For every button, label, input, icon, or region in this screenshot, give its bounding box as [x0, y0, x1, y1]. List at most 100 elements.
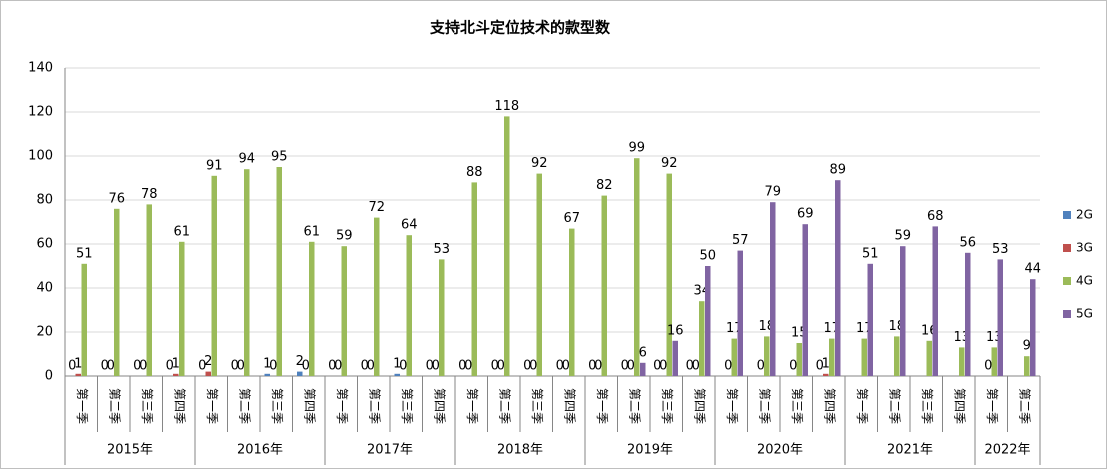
x-tick-label: 第三季 — [790, 388, 804, 424]
y-tick-label: 60 — [36, 237, 53, 252]
bar — [829, 338, 835, 376]
bar — [666, 173, 672, 376]
x-tick-label: 第二季 — [237, 388, 251, 424]
data-label: 0 — [101, 359, 109, 374]
y-tick-label: 20 — [36, 325, 53, 340]
x-tick-label: 第一季 — [855, 388, 869, 424]
bar — [823, 373, 829, 376]
data-label: 0 — [237, 359, 245, 374]
x-tick-label: 第二季 — [757, 388, 771, 424]
data-label: 1 — [393, 356, 401, 371]
bar — [211, 175, 217, 376]
data-label: 53 — [433, 242, 450, 257]
bar — [146, 204, 152, 376]
x-tick-label: 第三季 — [920, 388, 934, 424]
bar — [1030, 279, 1036, 376]
x-tick-label: 第三季 — [140, 388, 154, 424]
data-label: 61 — [303, 224, 320, 239]
data-label: 0 — [816, 359, 824, 374]
data-label: 67 — [563, 211, 580, 226]
bar — [471, 182, 477, 376]
legend-label: 3G — [1076, 241, 1093, 255]
group-label: 2020年 — [757, 443, 803, 458]
bar — [276, 167, 282, 376]
data-label: 0 — [458, 359, 466, 374]
data-label: 0 — [627, 359, 635, 374]
bar — [264, 373, 270, 376]
group-label: 2019年 — [627, 443, 673, 458]
y-tick-label: 140 — [28, 61, 53, 76]
x-tick-label: 第二季 — [887, 388, 901, 424]
x-tick-label: 第一季 — [985, 388, 999, 424]
data-label: 57 — [732, 233, 749, 248]
bar — [569, 228, 575, 376]
data-label: 92 — [531, 156, 548, 171]
data-label: 78 — [141, 187, 158, 202]
bar — [297, 371, 303, 376]
data-label: 0 — [107, 359, 115, 374]
x-tick-label: 第三季 — [660, 388, 674, 424]
bar — [705, 266, 711, 376]
bar — [672, 340, 678, 376]
bar — [764, 336, 770, 376]
group-label: 2016年 — [237, 443, 283, 458]
y-tick-label: 120 — [28, 105, 53, 120]
data-label: 0 — [269, 359, 277, 374]
y-tick-label: 100 — [28, 149, 53, 164]
bar — [179, 241, 185, 376]
bar — [173, 373, 179, 376]
chart-title: 支持北斗定位技术的款型数 — [429, 19, 611, 37]
bar — [867, 263, 873, 376]
data-label: 0 — [166, 359, 174, 374]
data-label: 0 — [198, 359, 206, 374]
data-label: 0 — [231, 359, 239, 374]
group-label: 2017年 — [367, 443, 413, 458]
data-label: 1 — [263, 356, 271, 371]
data-label: 9 — [1023, 339, 1031, 354]
legend-swatch — [1063, 211, 1071, 219]
bar — [634, 158, 640, 376]
data-label: 56 — [959, 235, 976, 250]
bar — [802, 224, 808, 376]
bar — [770, 202, 776, 376]
bar — [932, 226, 938, 376]
y-tick-label: 80 — [36, 193, 53, 208]
data-label: 92 — [661, 156, 678, 171]
data-label: 0 — [529, 359, 537, 374]
y-tick-label: 40 — [36, 281, 53, 296]
bar — [861, 338, 867, 376]
x-tick-label: 第一季 — [465, 388, 479, 424]
data-label: 0 — [139, 359, 147, 374]
x-tick-label: 第二季 — [627, 388, 641, 424]
data-label: 0 — [399, 359, 407, 374]
data-label: 0 — [497, 359, 505, 374]
legend-swatch — [1063, 310, 1071, 318]
legend-label: 4G — [1076, 274, 1093, 288]
data-label: 76 — [108, 191, 125, 206]
data-label: 59 — [894, 229, 911, 244]
data-label: 118 — [494, 99, 519, 114]
x-tick-label: 第一季 — [75, 388, 89, 424]
bar — [309, 241, 315, 376]
data-label: 2 — [296, 354, 304, 369]
data-label: 2 — [204, 354, 212, 369]
x-tick-label: 第四季 — [172, 388, 186, 424]
x-tick-label: 第三季 — [400, 388, 414, 424]
data-label: 99 — [628, 141, 645, 156]
bar — [997, 259, 1003, 376]
x-tick-label: 第四季 — [302, 388, 316, 424]
bar — [536, 173, 542, 376]
x-tick-label: 第四季 — [562, 388, 576, 424]
data-label: 51 — [862, 246, 879, 261]
group-label: 2015年 — [107, 443, 153, 458]
data-label: 0 — [588, 359, 596, 374]
group-label: 2021年 — [887, 443, 933, 458]
data-label: 44 — [1024, 262, 1041, 277]
data-label: 61 — [173, 224, 190, 239]
data-label: 0 — [659, 359, 667, 374]
legend-label: 2G — [1076, 208, 1093, 222]
bar — [75, 373, 81, 376]
data-label: 0 — [334, 359, 342, 374]
